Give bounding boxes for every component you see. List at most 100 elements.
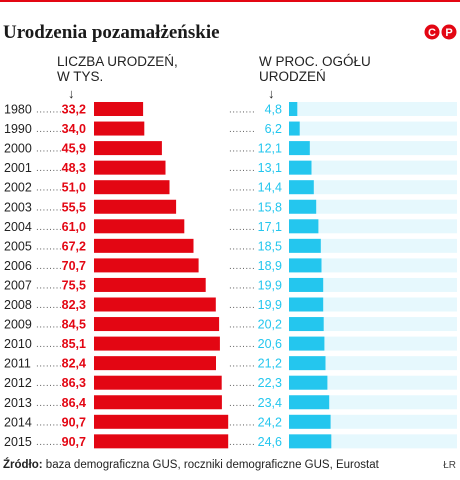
count-value-label: 55,5 (62, 200, 86, 214)
share-arrow-icon: ↓ (268, 86, 275, 101)
share-header-line-1: W PROC. OGÓŁU (259, 54, 371, 69)
share-value-label: 24,2 (258, 415, 282, 429)
share-header-line-2: URODZEŃ (259, 69, 326, 84)
year-label: 1980 (4, 103, 32, 117)
year-label: 1990 (4, 122, 32, 136)
share-bar (289, 277, 324, 292)
count-bar (94, 238, 194, 253)
share-value-label: 22,3 (258, 376, 282, 390)
count-bar (94, 434, 229, 449)
count-bar (94, 258, 199, 273)
leader-dots: ........ (229, 300, 255, 311)
year-label: 2003 (4, 200, 32, 214)
year-label: 2014 (4, 415, 32, 429)
year-label: 2013 (4, 396, 32, 410)
share-bar (289, 414, 331, 429)
count-bar (94, 297, 216, 312)
count-value-label: 90,7 (62, 435, 86, 449)
share-bar-track (289, 356, 457, 371)
leader-dots: ........ (229, 163, 255, 174)
share-bar (289, 238, 321, 253)
share-bar-track (289, 102, 457, 116)
count-value-label: 84,5 (62, 318, 86, 332)
leader-dots: ........ (36, 202, 62, 213)
leader-dots: ........ (36, 300, 62, 311)
leader-dots: ........ (36, 105, 62, 116)
share-bar (289, 434, 332, 449)
year-label: 2004 (4, 220, 32, 234)
count-bar (94, 141, 162, 156)
count-value-label: 34,0 (62, 122, 86, 136)
year-label: 2008 (4, 298, 32, 312)
leader-dots: ........ (229, 417, 255, 428)
share-value-label: 18,9 (258, 259, 282, 273)
share-value-label: 20,6 (258, 337, 282, 351)
share-bar (289, 375, 328, 390)
leader-dots: ........ (229, 124, 255, 135)
leader-dots: ........ (229, 359, 255, 370)
share-bar (289, 102, 298, 116)
leader-dots: ........ (36, 124, 62, 135)
count-bar (94, 180, 170, 195)
count-bar (94, 395, 222, 410)
year-label: 2010 (4, 337, 32, 351)
share-value-label: 15,8 (258, 200, 282, 214)
share-value-label: 18,5 (258, 239, 282, 253)
count-bar (94, 317, 220, 332)
share-bar (289, 395, 330, 410)
share-value-label: 13,1 (258, 161, 282, 175)
share-bar-track (289, 238, 457, 253)
count-header-line-1: LICZBA URODZEŃ, (57, 54, 178, 69)
leader-dots: ........ (36, 241, 62, 252)
count-value-label: 85,1 (62, 337, 86, 351)
share-bar-track (289, 317, 457, 332)
year-label: 2006 (4, 259, 32, 273)
share-bar (289, 160, 312, 175)
count-value-label: 75,5 (62, 278, 86, 292)
count-value-label: 90,7 (62, 415, 86, 429)
count-bar (94, 199, 177, 214)
year-label: 2009 (4, 318, 32, 332)
share-bar-track (289, 141, 457, 156)
year-label: 2005 (4, 239, 32, 253)
leader-dots: ........ (229, 398, 255, 409)
leader-dots: ........ (229, 280, 255, 291)
leader-dots: ........ (229, 320, 255, 331)
share-header: W PROC. OGÓŁU URODZEŃ (259, 54, 371, 84)
share-value-label: 19,9 (258, 298, 282, 312)
leader-dots: ........ (36, 378, 62, 389)
count-value-label: 82,3 (62, 298, 86, 312)
count-bar (94, 219, 185, 234)
share-value-label: 24,6 (258, 435, 282, 449)
count-value-label: 33,2 (62, 103, 86, 117)
leader-dots: ........ (229, 261, 255, 272)
share-bar (289, 141, 310, 156)
count-bar (94, 102, 144, 116)
leader-dots: ........ (36, 222, 62, 233)
count-value-label: 51,0 (62, 181, 86, 195)
share-bar-track (289, 277, 457, 292)
leader-dots: ........ (36, 183, 62, 194)
leader-dots: ........ (229, 437, 255, 448)
count-value-label: 48,3 (62, 161, 86, 175)
svg-text:P: P (445, 27, 452, 39)
top-rule (0, 0, 460, 2)
share-bar (289, 219, 319, 234)
count-bar (94, 160, 166, 175)
leader-dots: ........ (229, 183, 255, 194)
leader-dots: ........ (36, 339, 62, 350)
share-value-label: 19,9 (258, 278, 282, 292)
author-credit: ŁR (443, 460, 456, 471)
share-bar-track (289, 297, 457, 312)
leader-dots: ........ (36, 417, 62, 428)
share-value-label: 12,1 (258, 142, 282, 156)
leader-dots: ........ (229, 202, 255, 213)
share-bar-track (289, 180, 457, 195)
chart-title: Urodzenia pozamałżeńskie (3, 22, 220, 43)
share-value-label: 20,2 (258, 318, 282, 332)
leader-dots: ........ (229, 378, 255, 389)
count-bar (94, 356, 216, 371)
share-bar-track (289, 160, 457, 175)
share-bar (289, 121, 300, 136)
share-value-label: 4,8 (265, 103, 282, 117)
